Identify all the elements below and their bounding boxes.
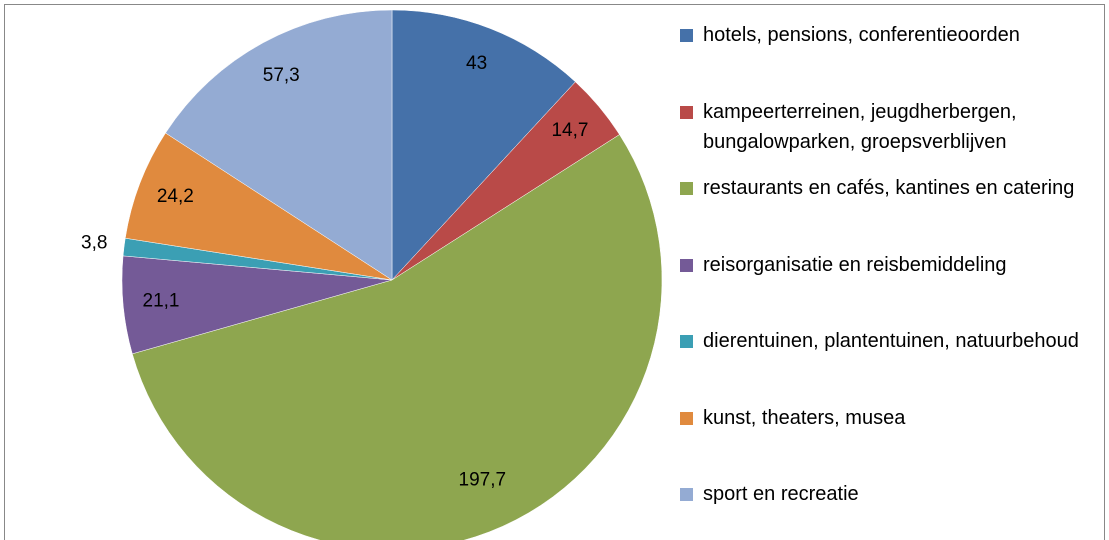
data-label: 57,3 [263, 65, 300, 86]
legend-label: kampeerterreinen, jeugdherbergen, bungal… [703, 100, 1017, 153]
legend-item: kunst, theaters, musea [680, 403, 1100, 433]
legend-swatch [680, 335, 693, 348]
data-label: 3,8 [81, 232, 107, 253]
data-label: 197,7 [459, 470, 507, 491]
pie-slice [391, 9, 576, 281]
legend-label: kunst, theaters, musea [703, 406, 906, 429]
pie-slice [131, 134, 663, 540]
legend-swatch [680, 105, 693, 119]
pie-slice [124, 132, 393, 281]
legend-label: sport en recreatie [703, 483, 859, 505]
legend-swatch [680, 411, 693, 425]
legend-label: reisorganisatie en reisbemiddeling [703, 253, 1007, 276]
legend-swatch [680, 182, 693, 195]
legend-swatch [680, 29, 693, 42]
legend-item: reisorganisatie en reisbemiddeling [680, 250, 1100, 280]
data-label: 24,2 [157, 186, 194, 207]
legend-swatch [680, 258, 693, 272]
data-label: 21,1 [143, 291, 180, 312]
legend-item: dierentuinen, plantentuinen, natuurbehou… [680, 326, 1100, 356]
legend-item: sport en recreatie [680, 479, 1100, 509]
legend-swatch [680, 488, 693, 501]
pie-slice [165, 9, 393, 281]
legend-label: restaurants en cafés, kantines en cateri… [703, 177, 1075, 199]
legend-item: restaurants en cafés, kantines en cateri… [680, 173, 1100, 203]
data-label: 14,7 [551, 120, 588, 141]
legend-item: kampeerterreinen, jeugdherbergen, bungal… [680, 97, 1100, 157]
legend-item: hotels, pensions, conferentieoorden [680, 20, 1100, 50]
data-label: 43 [466, 53, 487, 74]
chart-border [4, 4, 1105, 540]
legend-label: hotels, pensions, conferentieoorden [703, 24, 1020, 46]
legend-label: dierentuinen, plantentuinen, natuurbehou… [703, 330, 1079, 352]
